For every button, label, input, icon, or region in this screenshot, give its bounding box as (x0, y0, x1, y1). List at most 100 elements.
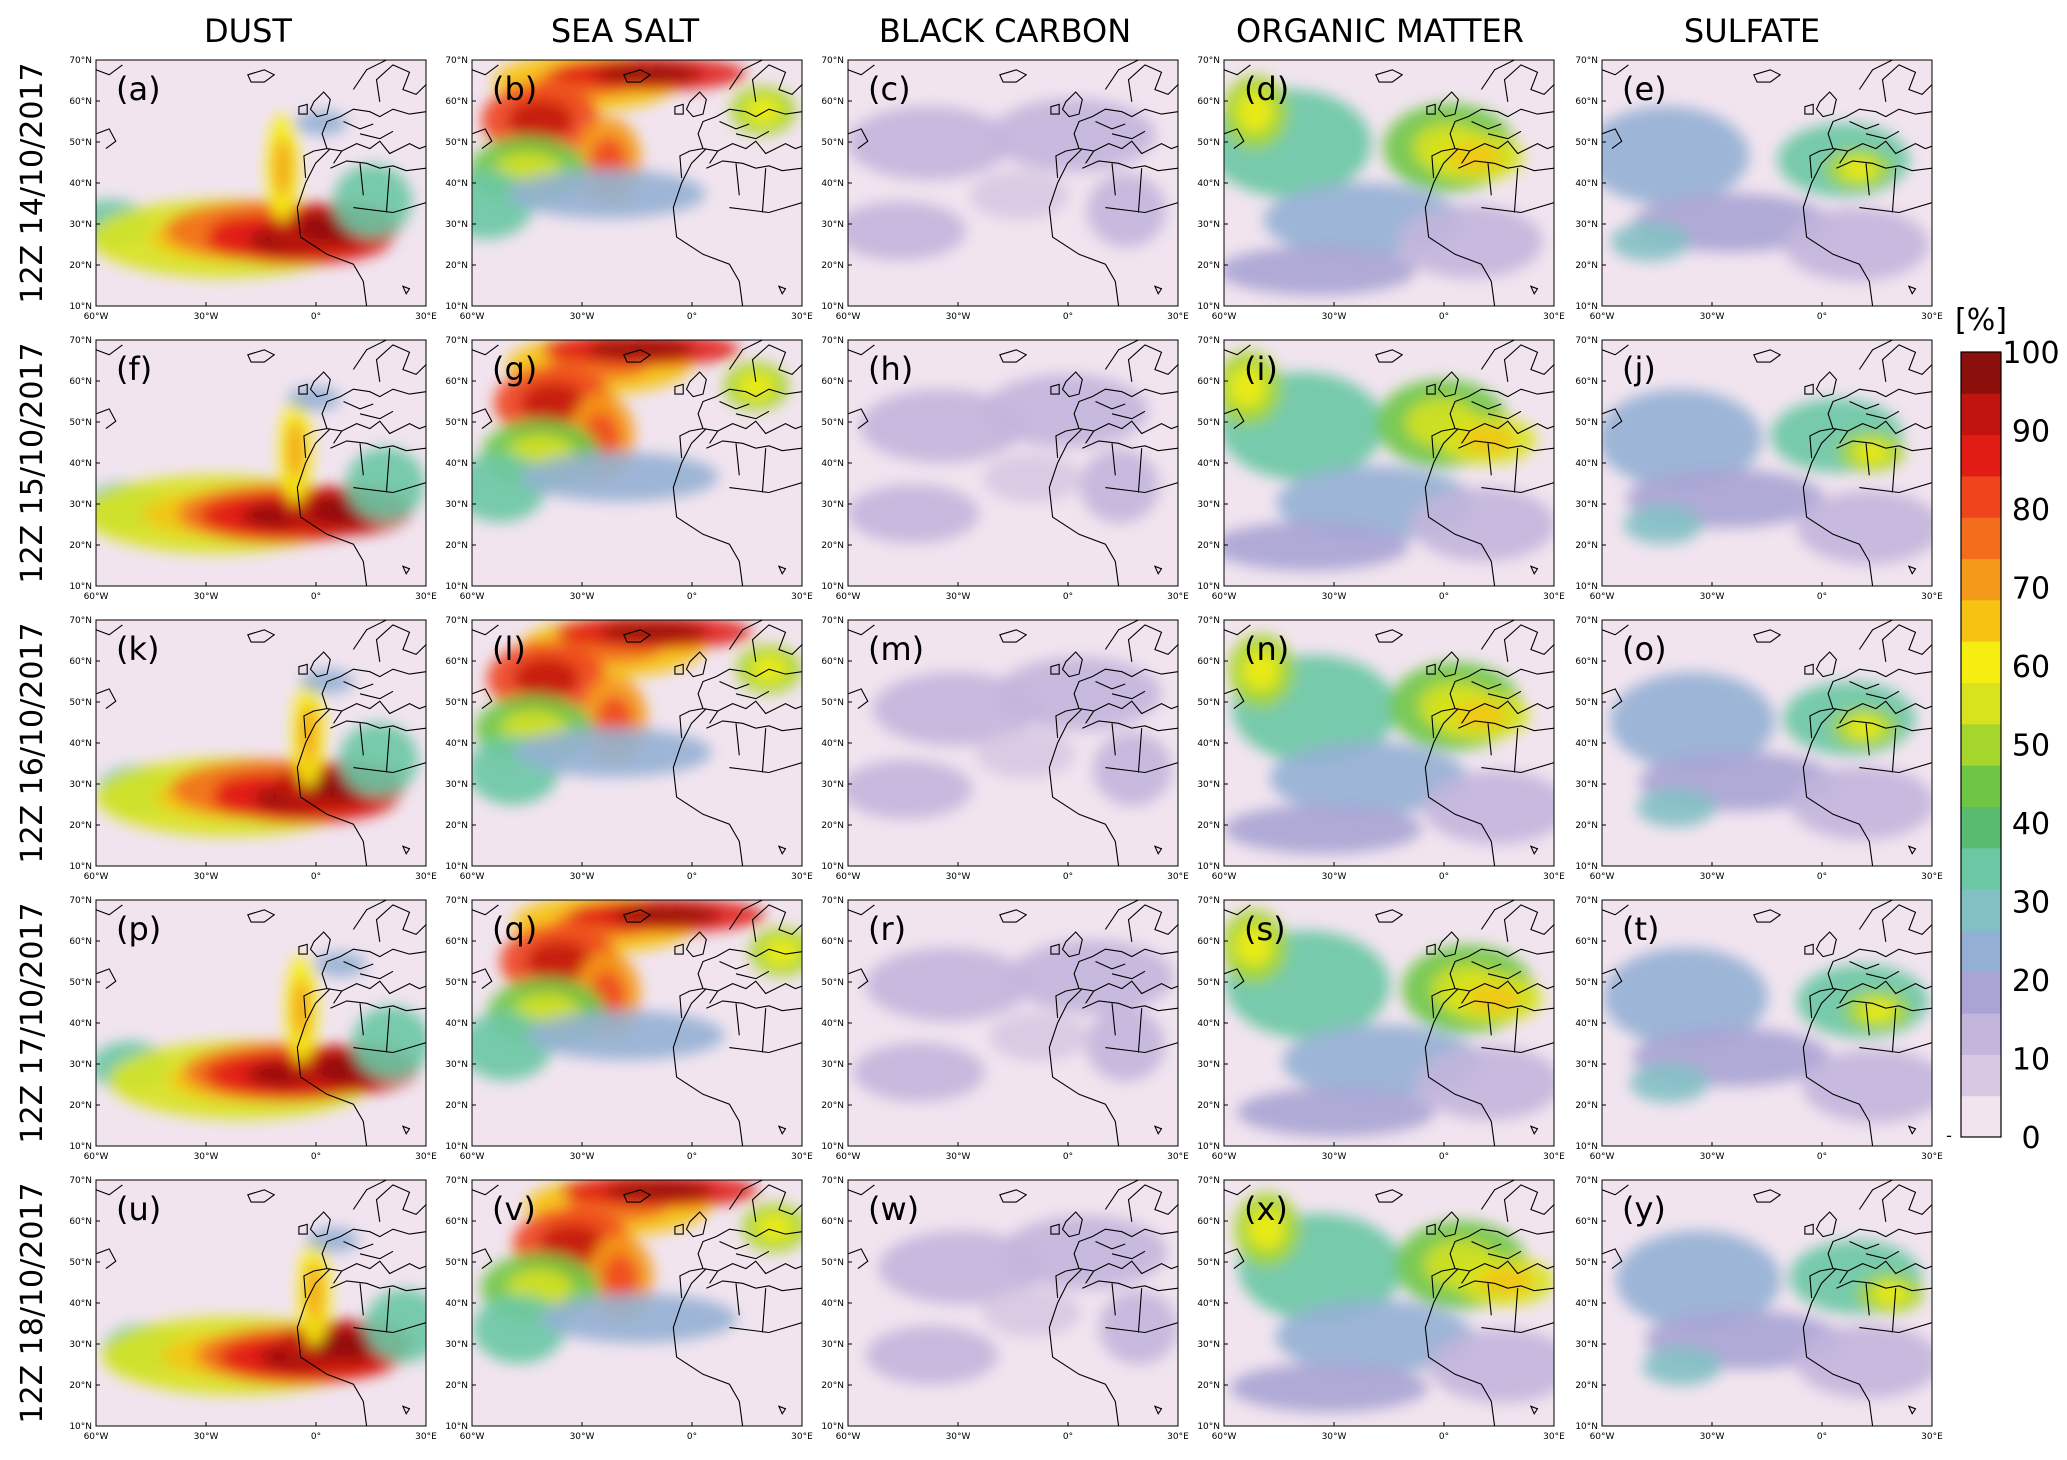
lat-tick-label: 60°N (821, 97, 844, 107)
map-panel: 70°N 60°N 50°N 40°N 30°N 20°N 10°N60°W 30°W 0° 30… (445, 1176, 813, 1442)
field-contour (286, 420, 305, 481)
field-contour (1224, 804, 1422, 854)
panel-letter: (e) (1622, 70, 1667, 108)
lat-tick-label: 50°N (69, 418, 92, 428)
map-panel: 70°N 60°N 50°N 40°N 30°N 20°N 10°N60°W 30°W 0° 30… (69, 616, 437, 882)
lat-tick-label: 60°N (1197, 1217, 1220, 1227)
lon-tick-label: 0° (311, 1152, 321, 1162)
lat-tick-label: 10°N (1197, 1142, 1220, 1152)
lon-tick-label: 60°W (1590, 1152, 1615, 1162)
coastline (848, 60, 1178, 306)
lon-tick-label: 0° (1817, 872, 1827, 882)
field-contour (1009, 939, 1175, 1014)
lat-tick-label: 50°N (1197, 1258, 1220, 1268)
lat-tick-label: 70°N (69, 56, 92, 66)
lon-tick-label: 60°W (1590, 872, 1615, 882)
lat-tick-label: 70°N (821, 336, 844, 346)
field-contour (848, 106, 1012, 181)
field-contour (878, 1230, 1044, 1305)
concentration-field (472, 620, 802, 805)
lat-tick-label: 20°N (821, 1381, 844, 1391)
lat-tick-label: 60°N (69, 937, 92, 947)
field-contour (981, 1287, 1081, 1337)
lat-tick-label: 10°N (1197, 862, 1220, 872)
lat-tick-label: 20°N (821, 541, 844, 551)
field-contour (1478, 1267, 1534, 1295)
lon-tick-label: 30°W (1700, 1152, 1725, 1162)
field-contour (1602, 106, 1750, 205)
field-contour (1275, 1300, 1474, 1374)
coastline (1602, 620, 1932, 866)
colorbar-segment (1961, 352, 2001, 394)
lon-tick-label: 30°E (1921, 312, 1943, 322)
concentration-field (472, 1180, 802, 1364)
concentration-field (848, 98, 1167, 261)
lat-tick-label: 30°N (69, 780, 92, 790)
lat-tick-label: 50°N (445, 1258, 468, 1268)
lon-tick-label: 0° (311, 872, 321, 882)
lat-tick-label: 40°N (445, 179, 468, 189)
field-contour (1602, 947, 1768, 1047)
map-panel: 70°N 60°N 50°N 40°N 30°N 20°N 10°N60°W 30°W 0° 30… (445, 56, 813, 322)
map-panel: 70°N 60°N 50°N 40°N 30°N 20°N 10°N60°W 30°W 0° 30… (821, 56, 1189, 322)
field-contour (756, 1214, 794, 1242)
lon-tick-label: 30°W (570, 1152, 595, 1162)
concentration-field (852, 939, 1175, 1102)
field-contour (1236, 91, 1274, 133)
field-contour (1242, 650, 1280, 691)
lon-tick-label: 30°W (946, 312, 971, 322)
field-contour (1079, 449, 1160, 524)
colorbar-segment (1961, 723, 2001, 766)
coastline (472, 900, 802, 1146)
coastline (1224, 1180, 1554, 1426)
panel-letter: (v) (492, 1190, 536, 1228)
concentration-field (1229, 1192, 1554, 1413)
field-contour (865, 947, 1031, 1022)
field-contour (1602, 389, 1763, 488)
lon-tick-label: 0° (1439, 872, 1449, 882)
lat-tick-label: 50°N (445, 978, 468, 988)
row-date-label: 12Z 18/10/2017 (15, 1182, 50, 1423)
lon-tick-label: 0° (1817, 312, 1827, 322)
lon-tick-label: 60°W (836, 872, 861, 882)
lon-tick-label: 0° (687, 872, 697, 882)
lon-tick-label: 60°W (1212, 1432, 1237, 1442)
field-contour (1224, 245, 1417, 296)
panel-letter: (k) (116, 630, 160, 668)
lat-tick-label: 30°N (69, 1340, 92, 1350)
lat-tick-label: 30°N (445, 1060, 468, 1070)
field-contour (848, 201, 967, 261)
lat-tick-label: 60°N (1197, 377, 1220, 387)
lon-tick-label: 30°E (791, 592, 813, 602)
lon-tick-label: 30°W (946, 872, 971, 882)
concentration-field (96, 110, 413, 278)
lat-tick-label: 10°N (69, 302, 92, 312)
lon-tick-label: 60°W (460, 312, 485, 322)
lat-tick-label: 30°N (821, 220, 844, 230)
lon-tick-label: 60°W (84, 1152, 109, 1162)
field-contour (305, 1262, 324, 1322)
field-contour (737, 372, 775, 400)
panel-letter: (a) (116, 70, 161, 108)
lon-tick-label: 0° (687, 1152, 697, 1162)
lat-tick-label: 30°N (445, 220, 468, 230)
lat-tick-label: 60°N (1197, 97, 1220, 107)
lat-tick-label: 40°N (1197, 459, 1220, 469)
lat-tick-label: 70°N (1197, 336, 1220, 346)
lat-tick-label: 30°N (69, 500, 92, 510)
colorbar-frame (1960, 351, 2002, 1138)
lat-tick-label: 60°N (1575, 377, 1598, 387)
field-contour (292, 979, 311, 1039)
coastline (1602, 340, 1932, 586)
field-contour (1459, 426, 1515, 454)
lon-tick-label: 30°W (194, 592, 219, 602)
field-contour (526, 941, 593, 982)
lon-tick-label: 60°W (460, 1432, 485, 1442)
map-panel: 70°N 60°N 50°N 40°N 30°N 20°N 10°N60°W 30°W 0° 30… (1575, 56, 1943, 322)
lat-tick-label: 10°N (69, 1142, 92, 1152)
colorbar-tick-label: 100 (2002, 336, 2059, 371)
lon-tick-label: 30°E (415, 312, 437, 322)
row-date-label: 12Z 16/10/2017 (15, 622, 50, 863)
field-contour (338, 722, 419, 797)
